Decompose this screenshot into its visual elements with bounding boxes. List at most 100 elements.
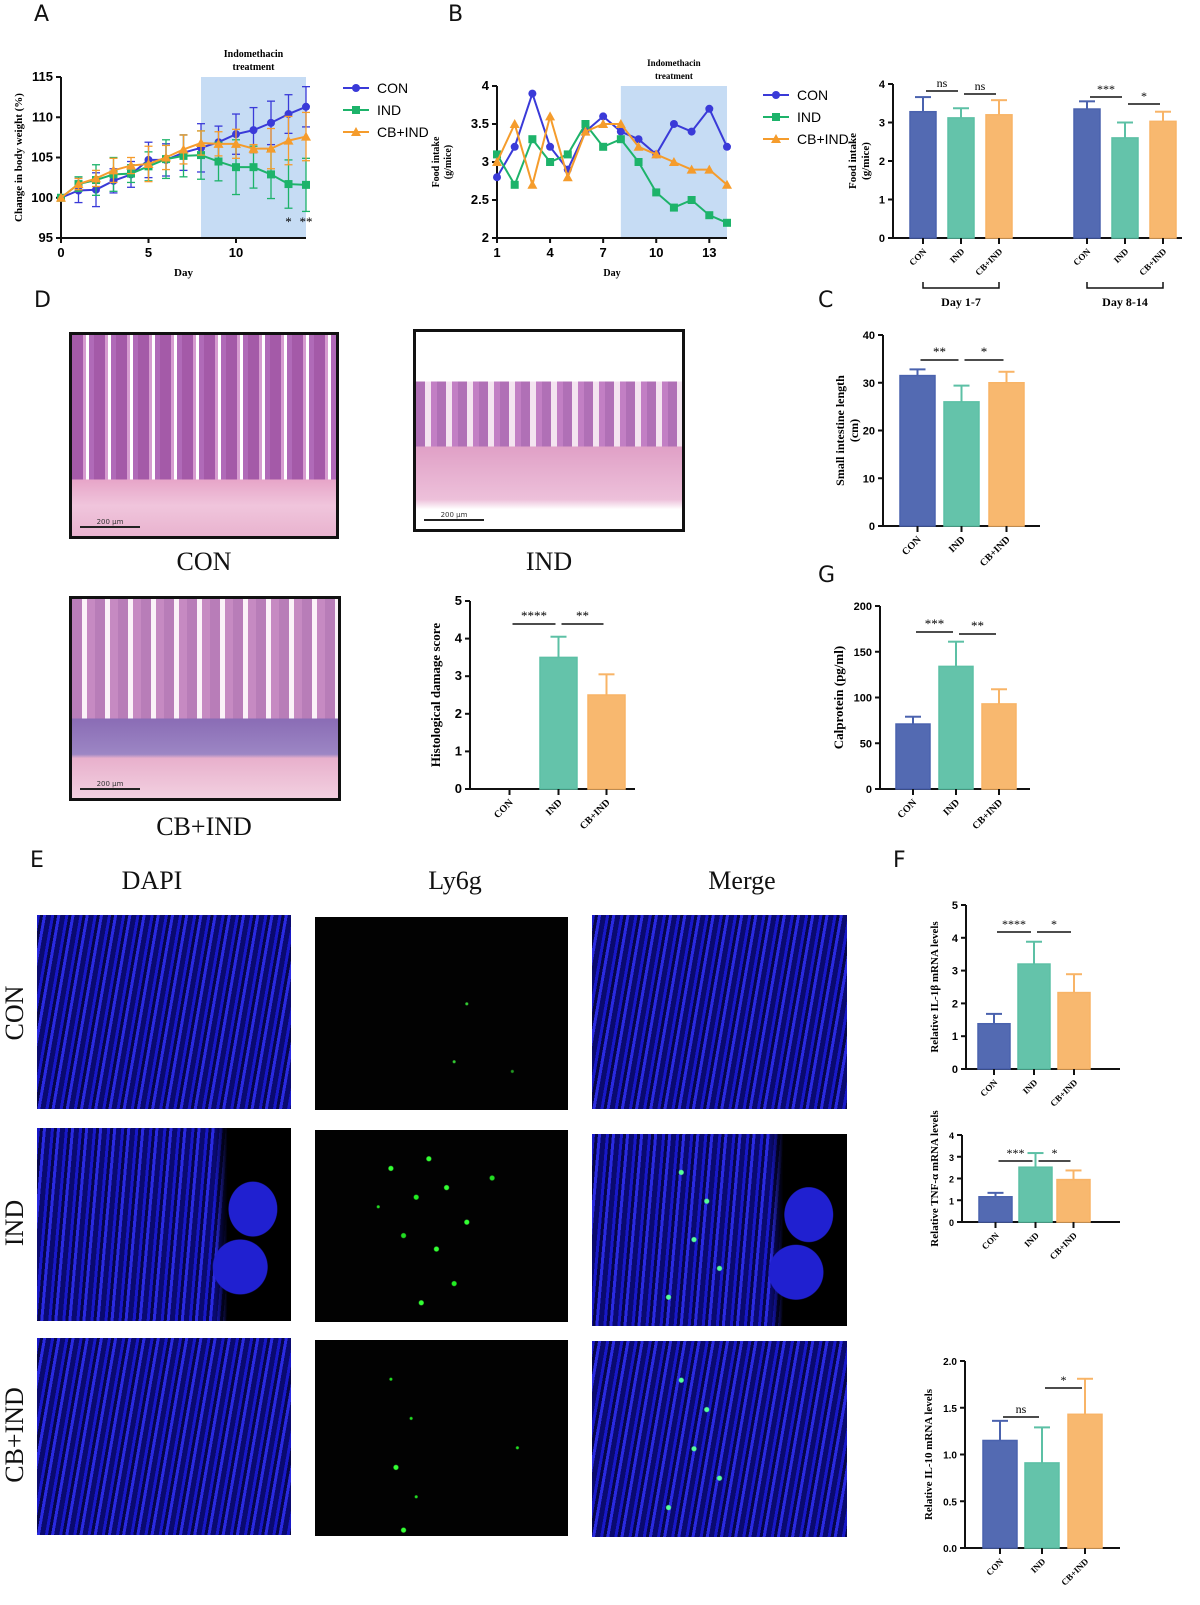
y-tick-label: 2.0 bbox=[943, 1357, 957, 1368]
he-image-con: 200 μm bbox=[69, 332, 339, 539]
group-bracket bbox=[1086, 282, 1164, 289]
significance-label: * bbox=[1141, 89, 1147, 103]
shade-label: Indomethacin bbox=[647, 58, 701, 68]
x-tick-label: IND bbox=[1022, 1230, 1041, 1249]
bar-con bbox=[909, 110, 937, 239]
y-tick-label: 0 bbox=[869, 521, 875, 533]
significance-label: * bbox=[1061, 1373, 1067, 1387]
column-header-ly6g: Ly6g bbox=[428, 866, 482, 895]
data-point bbox=[284, 180, 293, 189]
x-tick-label: CB+IND bbox=[973, 246, 1005, 278]
chart-bar: 0 1 2 3 4 CON IND CB+IND CON IND CB+IND Food intake… bbox=[847, 76, 1182, 309]
x-tick-label: 4 bbox=[546, 245, 554, 260]
data-point bbox=[652, 188, 661, 197]
series-cb-ind bbox=[56, 111, 311, 202]
data-point bbox=[267, 170, 275, 179]
data-point bbox=[722, 179, 732, 189]
x-tick-label: IND bbox=[948, 246, 967, 265]
x-tick-label: 13 bbox=[702, 245, 716, 260]
significance-label: *** bbox=[1007, 1146, 1025, 1160]
bar-ind bbox=[947, 117, 975, 239]
significance-label: *** bbox=[1097, 82, 1115, 96]
y-tick-label: 3 bbox=[455, 668, 462, 683]
chart-bar: 0.0 0.5 1.0 1.5 2.0 CON IND CB+IND Relative IL-1… bbox=[923, 1357, 1120, 1588]
data-point bbox=[705, 104, 714, 113]
panel-label-f: F bbox=[893, 848, 906, 873]
y-tick-label: 0.0 bbox=[943, 1544, 957, 1555]
data-point bbox=[599, 142, 608, 151]
panel-label-e: E bbox=[30, 848, 44, 873]
caption-cb-ind: CB+IND bbox=[156, 812, 252, 841]
bar-con bbox=[899, 374, 936, 527]
significance-label: **** bbox=[521, 608, 547, 623]
data-point bbox=[546, 158, 555, 166]
data-point bbox=[546, 142, 555, 151]
data-point bbox=[352, 106, 360, 114]
x-tick-label: CON bbox=[492, 797, 516, 821]
data-point bbox=[214, 157, 223, 166]
legend-label: CON bbox=[797, 87, 828, 103]
he-image-ind: 200 μm bbox=[413, 329, 685, 532]
y-axis-label: Food intake(g/mice) bbox=[431, 136, 454, 187]
y-tick-label: 3 bbox=[879, 118, 885, 130]
caption-ind: IND bbox=[525, 547, 573, 576]
if-dapi-ind bbox=[37, 1128, 291, 1321]
data-point bbox=[492, 157, 502, 166]
bar-cb-ind bbox=[988, 382, 1025, 527]
x-tick-label: 10 bbox=[649, 245, 663, 260]
y-tick-label: 0 bbox=[949, 1218, 954, 1228]
shade-label: treatment bbox=[655, 71, 693, 81]
y-tick-label: 4 bbox=[879, 79, 886, 91]
x-tick-label: CB+IND bbox=[1059, 1556, 1091, 1588]
caption-con: CON bbox=[176, 547, 232, 576]
data-point bbox=[615, 119, 626, 128]
y-axis-label: Food intake(g/mice) bbox=[847, 133, 872, 189]
significance-label: **** bbox=[1002, 917, 1026, 931]
data-point bbox=[545, 111, 556, 121]
y-axis-label: Change in body weight (%) bbox=[13, 93, 25, 222]
data-point bbox=[213, 138, 224, 148]
x-axis-label: Day bbox=[174, 267, 193, 279]
data-point bbox=[301, 131, 311, 141]
panel-label-d: D bbox=[34, 288, 51, 313]
bar-ind bbox=[539, 656, 578, 790]
y-axis-label: Small intestine length(cm) bbox=[833, 375, 861, 486]
data-point bbox=[687, 196, 696, 204]
bar-con bbox=[982, 1439, 1018, 1549]
legend-label: CON bbox=[377, 80, 408, 96]
significance-label: ns bbox=[1016, 1402, 1027, 1416]
y-tick-label: 10 bbox=[863, 473, 875, 485]
significance-label: * bbox=[981, 344, 988, 359]
significance-label: ns bbox=[975, 79, 986, 93]
data-point bbox=[616, 135, 625, 144]
panel-label-c: C bbox=[818, 288, 834, 313]
x-tick-label: 7 bbox=[600, 245, 607, 260]
bar-ind bbox=[1017, 963, 1051, 1070]
if-merge-cb-ind bbox=[592, 1341, 847, 1537]
column-header-dapi: DAPI bbox=[121, 866, 183, 895]
y-tick-label: 0 bbox=[879, 233, 885, 245]
y-tick-label: 4 bbox=[952, 933, 959, 945]
data-point bbox=[705, 211, 714, 220]
x-tick-label: IND bbox=[1029, 1556, 1048, 1575]
bar-cb-ind bbox=[981, 703, 1017, 790]
data-point bbox=[651, 149, 662, 159]
data-point bbox=[562, 172, 573, 182]
y-tick-label: 115 bbox=[32, 69, 53, 84]
legend-label: IND bbox=[377, 102, 401, 118]
y-tick-label: 20 bbox=[863, 426, 875, 438]
y-tick-label: 0 bbox=[455, 781, 462, 796]
if-ly6g-con bbox=[315, 917, 568, 1110]
y-tick-label: 110 bbox=[32, 109, 53, 124]
bar-cb-ind bbox=[1149, 120, 1177, 239]
y-axis-label: Relative IL-1β mRNA levels bbox=[929, 921, 941, 1053]
significance-label: ns bbox=[937, 76, 948, 90]
x-tick-label: CON bbox=[978, 1077, 1000, 1099]
bar-ind bbox=[1111, 137, 1139, 239]
data-point bbox=[178, 144, 189, 154]
y-tick-label: 1.5 bbox=[943, 1404, 957, 1415]
x-tick-label: CB+IND bbox=[1048, 1077, 1080, 1109]
y-tick-label: 5 bbox=[952, 900, 958, 912]
y-tick-label: 100 bbox=[31, 190, 53, 205]
x-tick-label: CON bbox=[984, 1556, 1006, 1578]
